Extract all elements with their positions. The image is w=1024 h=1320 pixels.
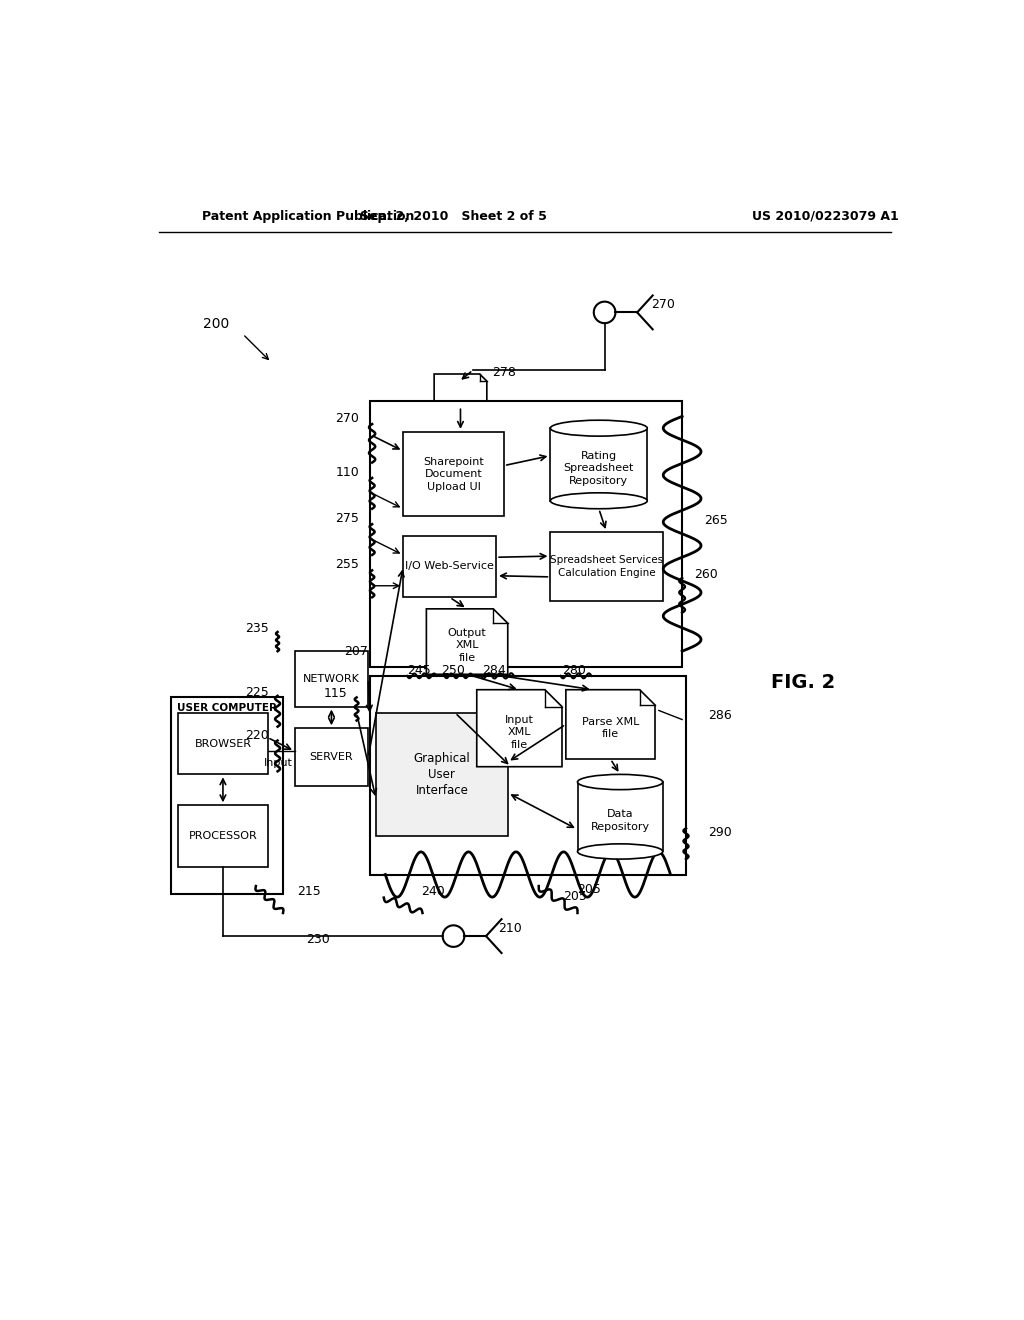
Bar: [376, 713, 508, 836]
Text: 235: 235: [246, 622, 269, 635]
Text: 270: 270: [335, 412, 359, 425]
Text: 265: 265: [703, 513, 728, 527]
Bar: [550, 428, 647, 500]
Text: 115: 115: [324, 686, 347, 700]
Text: 290: 290: [708, 825, 731, 838]
Text: Parse XML
file: Parse XML file: [582, 717, 639, 739]
Bar: [178, 805, 267, 867]
Text: 200: 200: [203, 317, 228, 331]
Text: I/O Web-Service: I/O Web-Service: [406, 561, 494, 572]
Polygon shape: [566, 689, 655, 759]
Text: Sharepoint
Document
Upload UI: Sharepoint Document Upload UI: [423, 457, 484, 491]
Bar: [403, 432, 504, 516]
Text: 280: 280: [562, 664, 586, 677]
Text: 286: 286: [708, 709, 731, 722]
Text: 275: 275: [335, 512, 359, 525]
Text: 230: 230: [306, 933, 330, 946]
Bar: [370, 401, 682, 667]
Ellipse shape: [578, 843, 663, 859]
Text: Graphical
User
Interface: Graphical User Interface: [414, 752, 470, 797]
Text: Patent Application Publication: Patent Application Publication: [202, 210, 414, 223]
Text: 240: 240: [421, 884, 444, 898]
Ellipse shape: [550, 492, 647, 508]
Polygon shape: [434, 374, 486, 407]
Text: BROWSER: BROWSER: [195, 739, 252, 748]
Bar: [178, 713, 267, 775]
Polygon shape: [477, 689, 562, 767]
Ellipse shape: [578, 775, 663, 789]
Text: 205: 205: [563, 890, 588, 903]
Text: 255: 255: [335, 558, 359, 572]
Polygon shape: [426, 609, 508, 675]
Text: 260: 260: [693, 568, 718, 581]
Bar: [370, 676, 686, 874]
Text: 215: 215: [297, 884, 321, 898]
Text: 270: 270: [651, 298, 675, 312]
Bar: [295, 729, 369, 785]
Text: 207: 207: [344, 644, 369, 657]
Text: 205: 205: [578, 883, 601, 896]
Text: Input: Input: [264, 758, 293, 768]
Text: NETWORK: NETWORK: [303, 675, 359, 684]
Text: 284: 284: [482, 664, 506, 677]
Text: 245: 245: [407, 664, 430, 677]
Text: Data
Repository: Data Repository: [591, 809, 649, 832]
Text: US 2010/0223079 A1: US 2010/0223079 A1: [752, 210, 899, 223]
Text: 220: 220: [246, 730, 269, 742]
Text: SERVER: SERVER: [309, 752, 353, 762]
Text: Sep. 2, 2010   Sheet 2 of 5: Sep. 2, 2010 Sheet 2 of 5: [360, 210, 547, 223]
Text: Input
XML
file: Input XML file: [505, 715, 534, 750]
Text: 278: 278: [493, 366, 516, 379]
Text: 210: 210: [499, 921, 522, 935]
Bar: [578, 781, 663, 851]
Ellipse shape: [550, 420, 647, 436]
Text: FIG. 2: FIG. 2: [771, 672, 836, 692]
Bar: [550, 532, 663, 601]
Text: PROCESSOR: PROCESSOR: [188, 832, 257, 841]
Text: Output
XML
file: Output XML file: [447, 628, 486, 663]
Bar: [403, 536, 496, 597]
Text: Spreadsheet Services
Calculation Engine: Spreadsheet Services Calculation Engine: [550, 556, 664, 578]
Bar: [171, 697, 283, 894]
Text: 110: 110: [335, 466, 359, 479]
Text: USER COMPUTER: USER COMPUTER: [177, 704, 276, 713]
Text: Rating
Spreadsheet
Repository: Rating Spreadsheet Repository: [563, 451, 634, 486]
Text: 225: 225: [246, 685, 269, 698]
Text: 250: 250: [441, 664, 466, 677]
Bar: [295, 651, 369, 706]
